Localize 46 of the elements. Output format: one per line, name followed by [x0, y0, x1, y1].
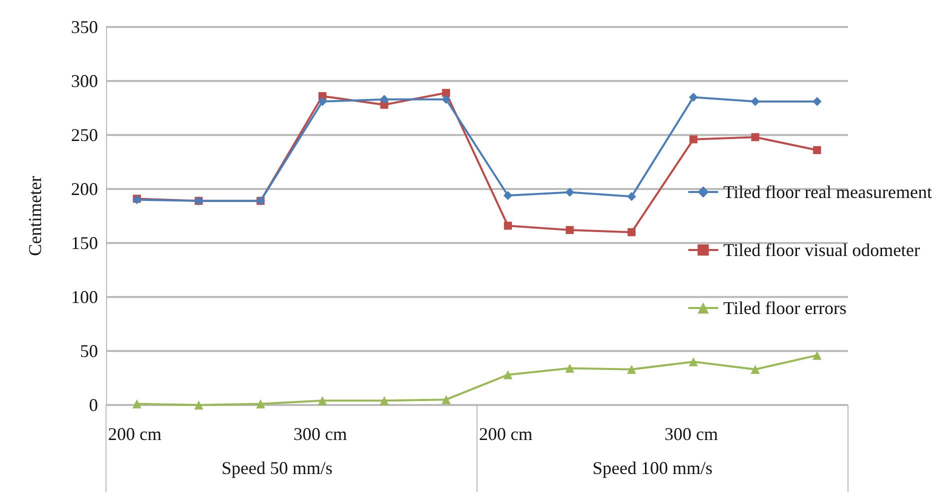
y-tick-label: 200	[71, 179, 98, 199]
y-tick-label: 150	[71, 233, 98, 253]
point	[318, 97, 327, 106]
legend-label: Tiled floor errors	[723, 298, 847, 318]
y-tick-label: 0	[89, 395, 98, 415]
text: 200 cm	[108, 424, 162, 444]
text: Speed 50 mm/s	[222, 458, 332, 478]
point	[750, 97, 760, 106]
y-tick-label: 350	[71, 17, 98, 37]
text: 200 cm	[479, 424, 532, 444]
point	[504, 222, 512, 230]
point	[194, 400, 204, 410]
point	[627, 192, 636, 202]
point	[256, 399, 266, 408]
y-tick-label: 250	[71, 125, 98, 145]
point	[503, 190, 512, 200]
point	[565, 188, 574, 197]
text: Speed 100 mm/s	[592, 458, 712, 478]
point	[628, 228, 636, 236]
point	[442, 94, 451, 104]
y-tick-label: 300	[71, 71, 98, 91]
point	[812, 350, 822, 360]
y-tick-label: 100	[71, 287, 98, 307]
point	[627, 364, 636, 374]
point	[380, 396, 389, 406]
point	[750, 364, 760, 374]
legend-label: Tiled floor visual odometer	[723, 240, 920, 260]
point	[812, 97, 822, 106]
y-tick-label: 50	[80, 341, 98, 361]
point	[566, 226, 574, 234]
text: 300 cm	[664, 424, 718, 444]
point	[688, 357, 698, 366]
point	[380, 94, 389, 104]
point	[565, 364, 574, 373]
point	[442, 395, 451, 404]
point	[813, 146, 822, 154]
text: 300 cm	[294, 424, 347, 444]
point	[503, 370, 512, 380]
point	[132, 399, 142, 408]
point	[318, 396, 327, 406]
legend-label: Tiled floor real measurement	[723, 182, 932, 202]
point	[689, 135, 698, 144]
y-axis-title: Centimeter	[25, 176, 45, 256]
point	[751, 133, 760, 142]
point	[442, 88, 450, 97]
point	[688, 92, 698, 102]
